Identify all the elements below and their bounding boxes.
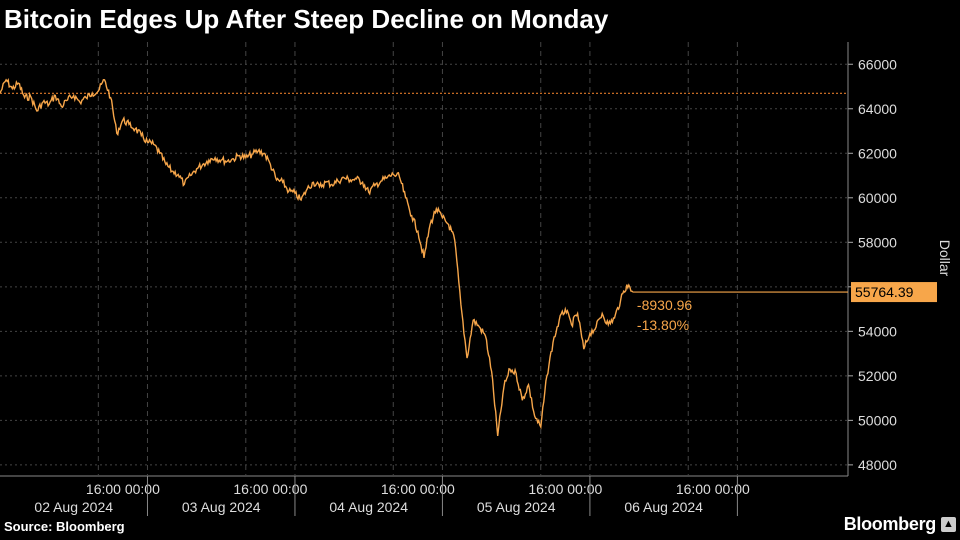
y-tick-label: 62000	[858, 145, 897, 161]
chart-title: Bitcoin Edges Up After Steep Decline on …	[4, 4, 609, 34]
y-tick-label: 50000	[858, 412, 897, 428]
y-tick-label: 66000	[858, 56, 897, 72]
x-axis-ticks: 16:00 00:00 02 Aug 2024 16:00 00:00 03 Aug …	[34, 476, 750, 516]
gridlines	[0, 42, 853, 477]
x-tick-date-label: 06 Aug 2024	[624, 499, 703, 515]
brand-logo: Bloomberg	[843, 514, 937, 534]
last-value-badge	[851, 282, 937, 303]
y-tick-label: 54000	[858, 323, 897, 339]
x-tick-time-label: 16:00 00:00	[86, 481, 160, 497]
x-tick-date-label: 02 Aug 2024	[34, 499, 113, 515]
x-tick-time-label: 16:00 00:00	[233, 481, 307, 497]
y-axis-ticks: 4800050000520005400056000580006000062000…	[858, 56, 897, 473]
change-percent: -13.80%	[637, 317, 689, 333]
x-tick-date-label: 05 Aug 2024	[477, 499, 556, 515]
change-absolute: -8930.96	[637, 297, 692, 313]
y-tick-label: 52000	[858, 368, 897, 384]
x-tick-date-label: 03 Aug 2024	[182, 499, 261, 515]
y-tick-label: 58000	[858, 234, 897, 250]
x-tick-time-label: 16:00 00:00	[381, 481, 455, 497]
last-value-label: 55764.39	[855, 284, 914, 300]
source-note: Source: Bloomberg	[4, 519, 125, 534]
brand-icon: ▲	[941, 517, 956, 532]
x-gridlines	[97, 42, 738, 476]
x-tick-date-label: 04 Aug 2024	[329, 499, 408, 515]
y-axis-label: Dollar	[937, 240, 953, 277]
y-tick-label: 64000	[858, 101, 897, 117]
y-tick-label: 60000	[858, 190, 897, 206]
y-tick-label: 48000	[858, 457, 897, 473]
x-tick-time-label: 16:00 00:00	[676, 481, 750, 497]
price-line	[0, 77, 634, 436]
x-tick-time-label: 16:00 00:00	[528, 481, 602, 497]
